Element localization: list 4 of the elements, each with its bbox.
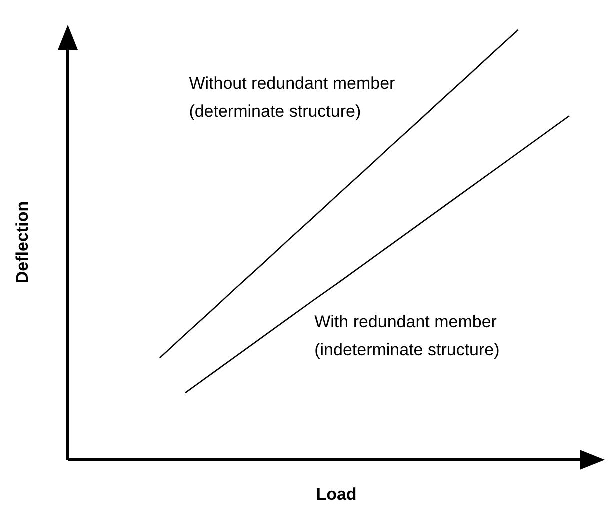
series-label: Without redundant member (determinate structure): [189, 74, 396, 122]
series-label: With redundant member (indeterminate structure): [314, 312, 500, 360]
x-axis-title: Load: [316, 485, 357, 504]
y-axis-title: Deflection: [13, 201, 32, 284]
